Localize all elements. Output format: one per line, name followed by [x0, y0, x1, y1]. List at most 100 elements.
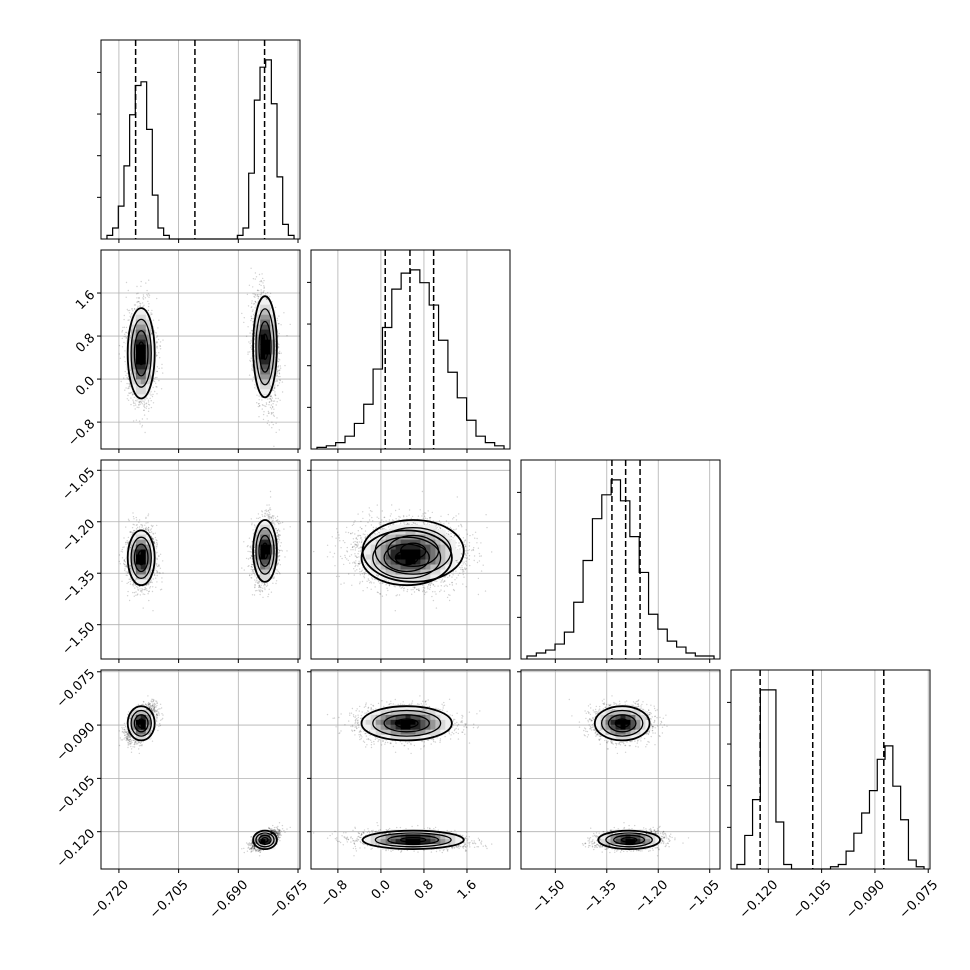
- density-cell: [130, 319, 137, 325]
- sample-point: [280, 352, 282, 354]
- sample-point: [247, 351, 249, 353]
- sample-point: [245, 335, 248, 337]
- sample-point: [252, 293, 254, 295]
- sample-point: [135, 419, 138, 421]
- density-cell: [140, 349, 147, 355]
- sample-point: [260, 279, 262, 282]
- sample-point: [146, 397, 148, 400]
- sample-point: [140, 280, 142, 283]
- sample-point: [131, 312, 133, 315]
- density-cell: [145, 344, 152, 350]
- sample-point: [243, 317, 245, 319]
- sample-point: [278, 352, 280, 354]
- sample-point: [276, 374, 278, 377]
- sample-point: [127, 378, 130, 380]
- sample-point: [157, 327, 159, 329]
- axes-frame: [520, 459, 721, 660]
- sample-point: [247, 326, 249, 328]
- sample-point: [128, 312, 131, 314]
- density-cell: [130, 334, 137, 340]
- sample-point: [147, 583, 150, 585]
- sample-point: [254, 294, 257, 296]
- sample-point: [248, 284, 251, 286]
- sample-point: [251, 300, 253, 302]
- y-tick-label: 0.8: [73, 331, 98, 356]
- sample-point: [146, 418, 148, 420]
- sample-point: [158, 352, 160, 354]
- sample-point: [124, 370, 126, 373]
- sample-point: [159, 348, 162, 350]
- panel-contents: [118, 267, 291, 447]
- sample-point: [259, 280, 261, 283]
- density-cell: [260, 304, 266, 310]
- sample-point: [278, 343, 280, 346]
- sample-point: [129, 392, 131, 394]
- sample-point: [128, 578, 130, 580]
- sample-point: [258, 416, 260, 418]
- sample-point: [251, 329, 253, 332]
- density-cell: [130, 344, 137, 350]
- sample-point: [162, 339, 164, 341]
- sample-point: [263, 290, 265, 292]
- sample-point: [138, 401, 140, 403]
- sample-point: [123, 356, 126, 358]
- density-cell: [265, 299, 271, 306]
- sample-point: [279, 379, 281, 381]
- sample-point: [254, 350, 256, 352]
- sample-point: [146, 293, 148, 296]
- density-cell: [265, 334, 271, 340]
- sample-point: [156, 366, 159, 368]
- density-cell: [150, 359, 157, 365]
- sample-point: [277, 370, 279, 373]
- sample-point: [261, 408, 263, 410]
- sample-point: [139, 401, 142, 403]
- sample-point: [141, 302, 144, 304]
- sample-point: [270, 395, 272, 397]
- density-cell: [260, 389, 266, 395]
- density-cell: [130, 369, 137, 375]
- sample-point: [133, 396, 135, 399]
- sample-point: [254, 272, 257, 274]
- sample-point: [279, 375, 281, 378]
- sample-point: [146, 405, 148, 407]
- sample-point: [134, 399, 137, 402]
- sample-point: [141, 418, 144, 420]
- density-cell: [255, 349, 261, 355]
- sample-point: [277, 323, 280, 325]
- density-cell: [140, 334, 147, 340]
- sample-point: [151, 313, 153, 315]
- sample-point: [277, 345, 280, 348]
- sample-point: [271, 421, 273, 423]
- sample-point: [147, 300, 149, 303]
- density-cell: [270, 339, 276, 345]
- sample-point: [271, 412, 273, 414]
- sample-point: [270, 404, 273, 406]
- sample-point: [272, 403, 274, 405]
- density-cell: [260, 324, 266, 330]
- density-cell: [270, 349, 276, 355]
- sample-point: [263, 287, 265, 289]
- sample-point: [256, 302, 258, 304]
- sample-point: [136, 400, 138, 402]
- sample-point: [132, 402, 135, 404]
- sample-point: [252, 286, 254, 288]
- sample-point: [250, 267, 252, 269]
- sample-point: [152, 386, 154, 389]
- sample-point: [250, 341, 252, 343]
- sample-point: [133, 529, 135, 532]
- sample-point: [258, 399, 260, 401]
- density-cell: [135, 369, 142, 375]
- sample-point: [152, 319, 155, 321]
- sample-point: [139, 305, 141, 308]
- sample-point: [134, 304, 137, 306]
- sample-point: [156, 341, 158, 343]
- density-cell: [135, 314, 142, 320]
- sample-point: [148, 296, 150, 298]
- sample-point: [268, 404, 270, 406]
- sample-point: [133, 524, 135, 526]
- sample-point: [151, 581, 153, 584]
- sample-point: [275, 375, 278, 377]
- sample-point: [289, 323, 291, 326]
- sample-point: [125, 337, 127, 339]
- sample-point: [142, 298, 145, 300]
